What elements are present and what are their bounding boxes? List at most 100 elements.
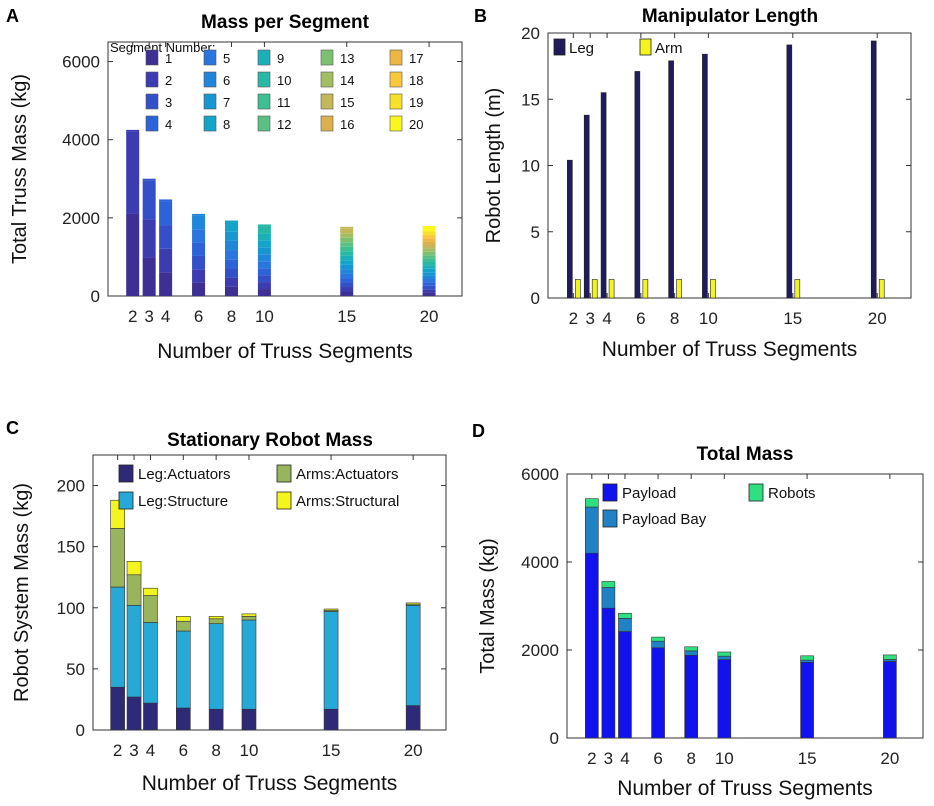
bar-segment-4-n6 [192,242,206,256]
bar-segment-7-n10 [257,247,271,255]
panel-label-c: C [6,418,19,438]
legend-label-16: 16 [340,117,354,132]
x-tick-label: 2 [128,307,137,326]
bar-robots-n8 [684,646,698,652]
bar-payload-bay-n10 [717,655,732,660]
bar-arms-actuators-n10 [241,616,257,621]
bar-segment-4-n10 [257,268,271,276]
bar-segment-2-n4 [159,248,173,273]
bar-segment-5-n8 [224,250,238,260]
legend-label-11: 11 [277,95,291,110]
legend-label-1: 1 [165,51,172,66]
x-tick-label: 2 [113,741,122,760]
x-tick-label: 2 [587,749,596,768]
x-tick-label: 20 [420,307,439,326]
bar-segment-2-n8 [224,277,238,287]
bar-segment-3-n15 [340,282,354,288]
x-tick-label: 20 [404,741,423,760]
legend-swatch-2 [145,71,159,88]
bar-segment-10-n10 [257,226,271,234]
x-tick-label: 20 [868,309,887,328]
legend-swatch-18 [389,71,403,88]
y-tick-label: 4000 [62,131,100,150]
legend-swatch-leg-actuators [118,464,134,483]
legend-swatch-19 [389,93,403,110]
bar-segment-2-n2 [126,131,140,214]
bar-segment-3-n20 [422,285,436,290]
bar-payload-bay-n3 [601,587,616,609]
y-tick-label: 2000 [62,209,100,228]
bar-payload-bay-n15 [800,659,814,663]
legend-label-13: 13 [340,51,354,66]
legend-swatch-8 [203,115,217,132]
y-tick-label: 200 [57,477,85,496]
bar-arm-n10 [710,279,716,299]
bar-segment-13-n15 [340,237,354,243]
bar-leg-structure-n10 [241,619,257,710]
bar-segment-10-n20 [422,262,436,266]
bar-payload-n4 [618,631,632,739]
bar-leg-n15 [786,44,793,299]
bar-segment-5-n20 [422,279,436,283]
legend-label-arms-structural: Arms:Structural [296,493,399,510]
chart-title: Manipulator Length [642,6,818,27]
legend-label-14: 14 [340,73,354,88]
bar-segment-2-n6 [192,269,206,283]
bar-payload-n15 [800,662,814,739]
bar-top-segment-n2 [126,129,140,132]
bar-arms-structural-n4 [143,587,158,596]
bar-arms-actuators-n2 [110,528,125,588]
legend-swatch-1 [145,49,159,66]
bar-robots-n4 [618,612,632,619]
legend-label-15: 15 [340,95,354,110]
x-axis-label: Number of Truss Segments [602,338,858,361]
legend-swatch-6 [203,71,217,88]
legend-swatch-5 [203,49,217,66]
bar-top-segment-n20 [422,226,436,229]
x-axis-label: Number of Truss Segments [157,340,413,363]
bar-arm-n3 [591,279,598,299]
x-tick-label: 3 [144,307,153,326]
bar-payload-n3 [601,607,616,739]
bar-segment-9-n15 [340,255,354,261]
bar-arm-n20 [878,279,885,299]
bar-segment-8-n10 [257,240,271,248]
bar-leg-actuators-n8 [208,708,224,731]
bar-segment-8-n8 [224,222,238,232]
bar-segment-11-n15 [340,246,354,252]
bar-segment-4-n4 [159,201,173,226]
bar-segment-1-n20 [422,292,436,296]
x-tick-label: 4 [161,307,170,326]
y-axis-label: Robot System Mass (kg) [11,483,33,702]
legend-swatch-payload [602,483,618,502]
bar-segment-11-n20 [422,258,436,263]
y-tick-label: 0 [91,287,100,306]
legend-label-10: 10 [277,73,291,88]
bar-segment-14-n15 [340,233,354,238]
chart-title: Total Mass [697,444,794,465]
bar-segment-9-n20 [422,265,436,269]
bar-segment-8-n20 [422,268,436,273]
bar-top-segment-n8 [224,220,238,223]
y-tick-label: 15 [521,90,540,109]
bar-payload-bay-n8 [684,650,698,656]
x-tick-label: 15 [337,307,356,326]
legend-label-5: 5 [223,51,230,66]
y-tick-label: 150 [57,538,85,557]
bar-segment-20-n20 [422,228,436,232]
y-tick-label: 50 [66,660,85,679]
legend-swatch-arms-structural [276,491,292,510]
panel-label-d: D [472,421,485,441]
bar-segment-7-n8 [224,231,238,241]
legend-swatch-3 [145,93,159,110]
bar-payload-bay-n4 [618,618,632,632]
bar-top-segment-n10 [257,224,271,227]
bar-robots-n10 [717,651,732,657]
bar-segment-6-n15 [340,269,354,274]
bar-segment-15-n20 [422,245,436,249]
legend-swatch-arms-actuators [276,464,292,483]
legend-swatch-arm [639,38,652,56]
x-tick-label: 8 [670,309,679,328]
bar-leg-structure-n15 [323,611,339,710]
bar-leg-structure-n8 [208,623,224,710]
